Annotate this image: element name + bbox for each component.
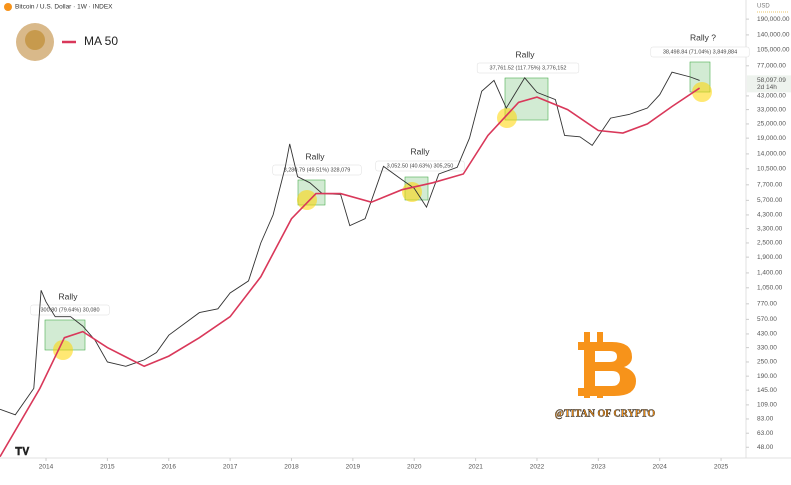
y-tick-label: 190,000.00 [757,16,790,23]
measure-bg [476,62,580,74]
touch-circle [297,190,317,210]
y-tick-label: 770.00 [757,301,777,308]
price-tag-bg [747,75,791,93]
measure-label: 3,052.50 (40.63%) 305,250 [387,163,454,169]
y-tick-label: 140,000.00 [757,32,790,39]
y-tick-label: 330.00 [757,344,777,351]
rally-label: Rally [59,291,79,301]
touch-circle [402,182,422,202]
x-tick-label: 2014 [39,464,54,471]
x-tick-label: 2019 [346,464,361,471]
measure-label: 3,280.79 (49.51%) 328,079 [284,167,351,173]
countdown: 2d 14h [757,84,777,91]
y-tick-label: 48.00 [757,444,774,451]
watermark: @TITAN OF CRYPTO [555,408,656,419]
measure-bg [375,160,465,172]
y-tick-label: 109.00 [757,402,777,409]
x-tick-label: 2024 [652,464,667,471]
header: Bitcoin / U.S. Dollar · 1W · INDEX [15,4,113,11]
y-tick-label: 145.00 [757,387,777,394]
y-tick-label: 43,000.00 [757,93,786,100]
y-tick-label: 190.00 [757,373,777,380]
avatar-face [25,30,45,50]
y-tick-label: 5,700.00 [757,197,783,204]
y-tick-label: 83.00 [757,416,774,423]
x-tick-label: 2025 [714,464,729,471]
symbol-icon [4,3,12,11]
measure-bg [272,164,362,176]
y-tick-label: 77,000.00 [757,63,786,70]
y-tick-label: 3,300.00 [757,225,783,232]
x-tick-label: 2017 [223,464,238,471]
btc-logo [578,332,636,398]
y-tick-label: 1,900.00 [757,254,783,261]
y-tick-label: 1,400.00 [757,270,783,277]
measure-label: 38,498.84 (71.04%) 3,849,884 [663,49,737,55]
rally-label: Rally [306,151,326,161]
x-tick-label: 2020 [407,464,422,471]
touch-circle [692,82,712,102]
y-tick-label: 25,000.00 [757,121,786,128]
rally-label: Rally [411,146,431,156]
touch-circle [497,108,517,128]
y-tick-label: 570.00 [757,316,777,323]
y-tick-label: 19,000.00 [757,135,786,142]
x-tick-label: 2016 [162,464,177,471]
y-tick-label: 105,000.00 [757,46,790,53]
y-tick-label: 250.00 [757,359,777,366]
y-tick-label: 2,500.00 [757,240,783,247]
y-tick-label: 4,300.00 [757,212,783,219]
rally-label: Rally ? [690,32,716,42]
rally-label: Rally [516,49,536,59]
x-tick-label: 2022 [530,464,545,471]
measure-bg [30,304,110,316]
currency: USD [757,4,770,10]
x-tick-label: 2018 [284,464,299,471]
tv-logo: 𝐓𝐕 [15,446,30,458]
price-tag: 58,097.09 [757,77,786,84]
x-tick-label: 2015 [100,464,115,471]
measure-label: 300.80 (79.64%) 30,080 [40,307,99,313]
y-tick-label: 10,500.00 [757,165,786,172]
measure-bg [650,46,750,58]
y-tick-label: 430.00 [757,331,777,338]
touch-circle [53,340,73,360]
x-tick-label: 2023 [591,464,606,471]
legend-label: MA 50 [84,34,118,48]
y-tick-label: 1,050.00 [757,285,783,292]
measure-label: 37,761.52 (117.75%) 3,776,152 [490,65,567,71]
y-tick-label: 33,000.00 [757,106,786,113]
y-tick-label: 7,700.00 [757,182,783,189]
ma-line [0,87,701,458]
y-tick-label: 63.00 [757,430,774,437]
y-tick-label: 14,000.00 [757,151,786,158]
x-tick-label: 2021 [468,464,483,471]
